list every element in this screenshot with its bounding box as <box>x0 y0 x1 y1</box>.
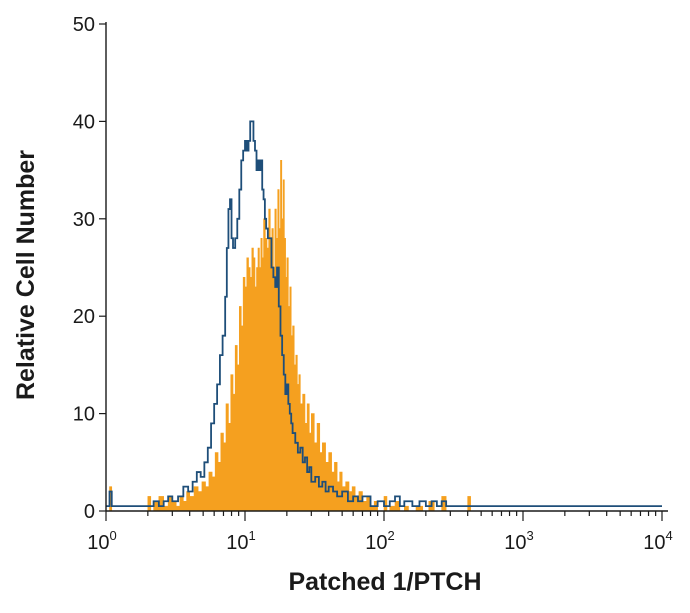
y-tick-label: 30 <box>73 209 95 231</box>
x-tick-label: 103 <box>504 528 533 554</box>
y-tick-label: 10 <box>73 404 95 426</box>
outline-histogram-layer <box>106 120 662 508</box>
y-tick-label: 50 <box>73 14 95 36</box>
filled-histogram-layer <box>106 160 662 512</box>
y-tick-label: 20 <box>73 306 95 328</box>
x-axis-title: Patched 1/PTCH <box>288 568 481 596</box>
y-tick-label: 0 <box>84 501 95 523</box>
x-tick-label: 101 <box>226 528 255 554</box>
series-filled-histogram <box>106 160 662 512</box>
x-tick-label: 100 <box>87 528 116 554</box>
axes: 0 10 20 30 40 50 100 101 102 103 104 <box>73 14 673 554</box>
series-outline-histogram <box>106 120 662 508</box>
y-axis-title: Relative Cell Number <box>12 150 40 400</box>
y-tick-label: 40 <box>73 111 95 133</box>
x-tick-label: 102 <box>365 528 394 554</box>
x-tick-label: 104 <box>643 528 672 554</box>
